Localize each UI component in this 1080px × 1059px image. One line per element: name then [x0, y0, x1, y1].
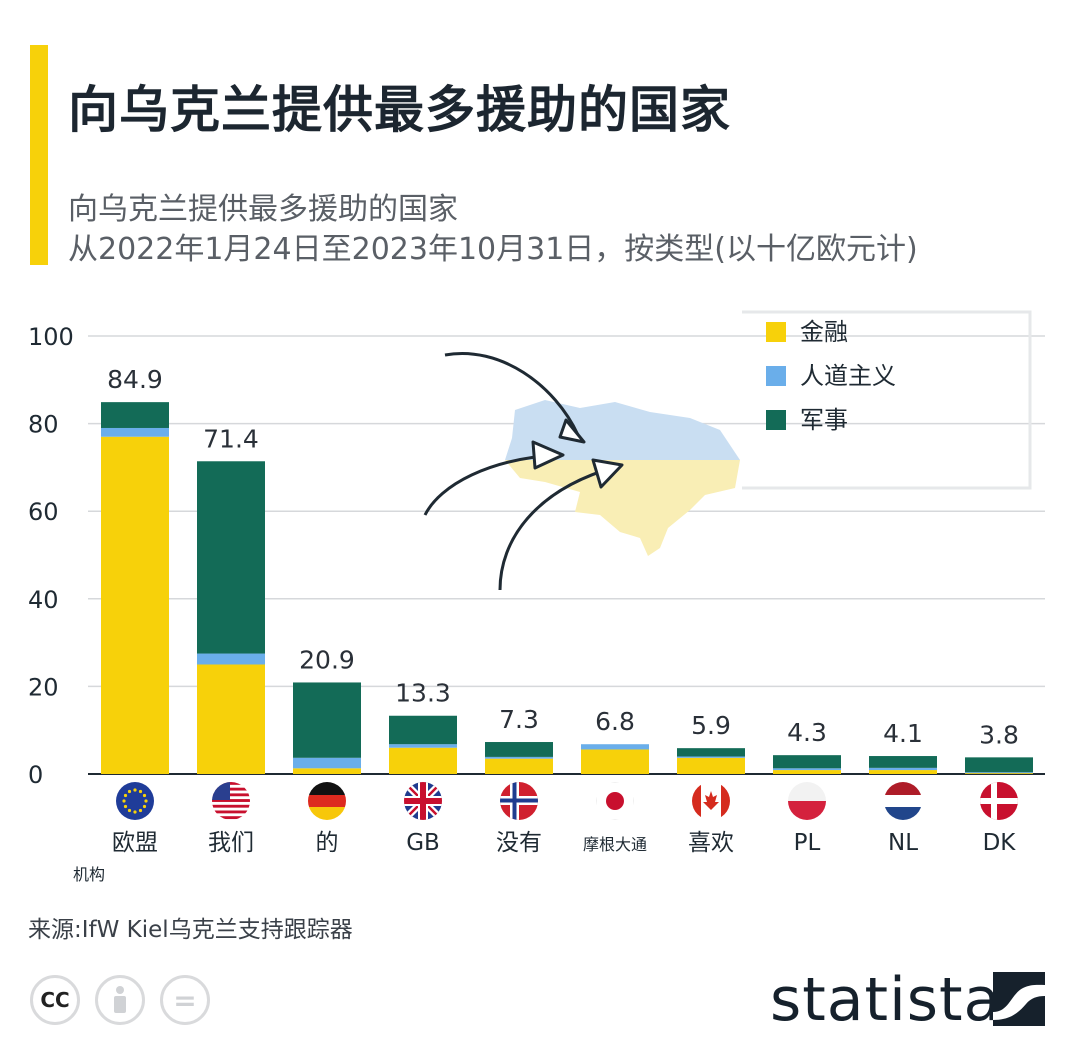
- bar-total-label: 6.8: [595, 707, 635, 736]
- arrow-head-2: [531, 440, 565, 470]
- category-label: 没有: [496, 830, 542, 856]
- bar-segment: [485, 758, 553, 774]
- source-note: 来源:IfW Kiel乌克兰支持跟踪器: [28, 917, 353, 943]
- statista-brand[interactable]: statista: [770, 965, 1002, 1035]
- ukraine-map-illustration: [423, 352, 740, 591]
- bar-segment: [293, 757, 361, 769]
- y-tick-label: 60: [28, 498, 59, 526]
- y-tick-label: 80: [28, 411, 59, 439]
- bar-segment: [101, 402, 169, 428]
- ukraine-map-top: [505, 400, 740, 462]
- category-label: DK: [983, 830, 1017, 856]
- flag-dk-icon: [980, 782, 1018, 820]
- bar-segment: [485, 756, 553, 759]
- legend-swatch: [766, 322, 786, 342]
- accent-bar: [30, 45, 48, 265]
- bar-segment: [677, 748, 745, 757]
- category-label: 我们: [208, 830, 254, 856]
- legend-frame: [742, 310, 1032, 490]
- cc-label: CC: [40, 988, 70, 1012]
- bar-segment: [965, 757, 1033, 773]
- y-tick-label: 0: [28, 761, 43, 789]
- bar-segment: [773, 755, 841, 769]
- bar-segment: [101, 427, 169, 437]
- flag-de-icon: [308, 782, 346, 820]
- cc-icon[interactable]: CC: [30, 975, 80, 1025]
- legend-swatch: [766, 410, 786, 430]
- bar-segment: [965, 772, 1033, 774]
- arrow-head-3: [591, 458, 624, 489]
- category-label: 欧盟: [112, 830, 158, 856]
- legend-label: 金融: [800, 318, 848, 346]
- bar-segment: [101, 436, 169, 774]
- bar-segment: [389, 715, 457, 745]
- bar-total-label: 3.8: [979, 720, 1019, 749]
- y-tick-label: 100: [28, 323, 74, 351]
- chart-title: 向乌克兰提供最多援助的国家: [68, 81, 731, 139]
- bar-segment: [293, 682, 361, 758]
- bar-total-label: 5.9: [691, 711, 731, 740]
- arrow-head-1: [558, 418, 586, 444]
- bar-segment: [197, 664, 265, 774]
- category-label: 摩根大通: [583, 835, 647, 854]
- bar-segment: [869, 767, 937, 771]
- category-label: GB: [406, 830, 440, 856]
- bar-segment: [581, 744, 649, 750]
- bar-segment: [677, 756, 745, 758]
- flag-no-icon: [500, 782, 538, 820]
- arrow-curve-1: [444, 352, 580, 436]
- y-tick-label: 40: [28, 586, 59, 614]
- bar-total-label: 84.9: [107, 365, 163, 394]
- statista-logo-icon[interactable]: [993, 972, 1045, 1026]
- bar-segment: [197, 461, 265, 654]
- chart-subtitle: 向乌克兰提供最多援助的国家 从2022年1月24日至2023年10月31日，按类…: [68, 190, 918, 270]
- person-glyph: [114, 986, 126, 1013]
- subtitle-line-1: 向乌克兰提供最多援助的国家: [68, 192, 458, 227]
- no-derivatives-icon[interactable]: =: [160, 975, 210, 1025]
- category-label: 喜欢: [688, 830, 734, 856]
- category-label: 的: [316, 830, 339, 856]
- legend-label: 军事: [800, 406, 848, 434]
- subtitle-line-2: 从2022年1月24日至2023年10月31日，按类型(以十亿欧元计): [68, 232, 918, 267]
- flag-nl-icon: [884, 782, 922, 820]
- ukraine-map-bottom: [505, 460, 740, 556]
- bar-total-label: 7.3: [499, 705, 539, 734]
- flag-ca-icon: [692, 782, 730, 820]
- legend-label: 人道主义: [800, 362, 896, 390]
- arrow-curve-3: [498, 465, 616, 591]
- flag-jp-icon: [596, 782, 634, 820]
- bar-segment: [773, 768, 841, 771]
- category-label: NL: [888, 830, 918, 856]
- bar-segment: [677, 757, 745, 774]
- bar-total-label: 4.3: [787, 718, 827, 747]
- bar-segment: [965, 773, 1033, 774]
- y-tick-label: 20: [28, 673, 59, 701]
- flag-pl-icon: [788, 782, 826, 820]
- bar-segment: [389, 744, 457, 748]
- bar-segment: [389, 747, 457, 774]
- bar-total-label: 20.9: [299, 645, 355, 674]
- flag-us-icon: [212, 782, 250, 820]
- category-sublabel: 机构: [73, 865, 105, 884]
- bar-segment: [869, 770, 937, 774]
- flag-eu-icon: [116, 782, 154, 820]
- attribution-icon[interactable]: [95, 975, 145, 1025]
- bar-segment: [197, 653, 265, 665]
- category-label: PL: [794, 830, 821, 856]
- bar-segment: [293, 768, 361, 774]
- flag-gb-icon: [404, 782, 442, 820]
- legend-swatch: [766, 366, 786, 386]
- bar-segment: [581, 749, 649, 774]
- bar-segment: [485, 742, 553, 757]
- bar-total-label: 4.1: [883, 719, 923, 748]
- bar-total-label: 71.4: [203, 424, 259, 453]
- bar-total-label: 13.3: [395, 679, 451, 708]
- bar-segment: [869, 756, 937, 768]
- nd-label: =: [173, 983, 197, 1017]
- bar-segment: [773, 770, 841, 774]
